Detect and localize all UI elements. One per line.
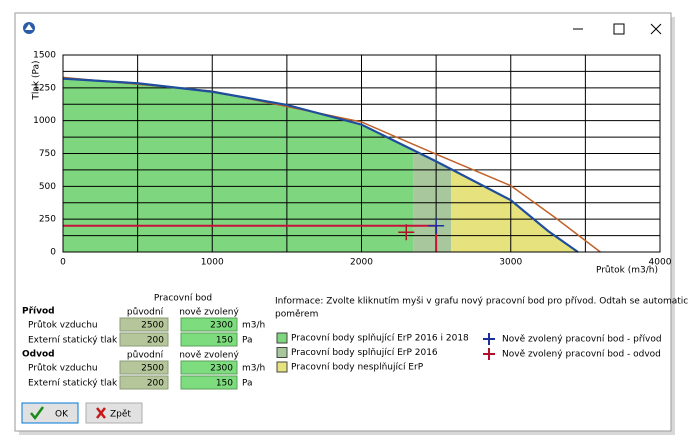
field-label: Průtok vzduchu [28, 363, 98, 374]
column-header: nově zvolený [179, 308, 239, 318]
unit-label: Pa [242, 336, 253, 346]
original-field [119, 332, 169, 347]
unit-label: m3/h [242, 321, 265, 331]
curve [62, 77, 579, 253]
new-value-field[interactable] [180, 360, 238, 375]
unit-label: Pa [242, 379, 253, 389]
x-tick-label: 0 [60, 258, 66, 268]
original-value: 2500 [141, 321, 164, 331]
original-field [119, 317, 169, 332]
legend-label: Pracovní body splňující ErP 2016 [291, 347, 438, 358]
y-axis-label: Tlak (Pa) [32, 60, 42, 100]
ok-icon [30, 406, 45, 421]
x-tick-label: 4000 [649, 258, 672, 268]
y-tick-label: 250 [39, 215, 56, 225]
legend-label: Pracovní body splňující ErP 2016 i 2018 [291, 333, 469, 344]
info-text: Informace: Zvolte kliknutím myši v grafu… [275, 296, 689, 307]
new-value-field[interactable] [180, 317, 238, 332]
x-tick-label: 2000 [350, 258, 373, 268]
ok-button[interactable] [21, 402, 79, 424]
legend-marker [483, 348, 495, 360]
y-tick-label: 1000 [33, 116, 56, 126]
region [451, 169, 578, 252]
new-value: 2300 [210, 321, 233, 331]
exhaust-point-marker [398, 224, 415, 241]
new-value-field[interactable] [180, 332, 238, 347]
new-value: 2300 [210, 364, 233, 374]
original-field [119, 360, 169, 375]
legend-label: Nově zvolený pracovní bod - přívod [502, 335, 662, 345]
column-header: původní [127, 350, 164, 361]
new-value: 150 [216, 379, 233, 389]
group-title: Přívod [22, 307, 55, 317]
original-value: 2500 [141, 364, 164, 374]
field-label: Externí statický tlak [28, 379, 118, 389]
supply-point-marker [428, 217, 445, 234]
y-tick-label: 750 [39, 149, 56, 159]
y-tick-label: 0 [50, 248, 56, 258]
y-tick-label: 500 [39, 182, 56, 192]
maximize-button[interactable] [613, 23, 625, 35]
column-header: původní [127, 307, 164, 318]
region [63, 78, 414, 252]
plot-frame [62, 54, 661, 253]
field-label: Externí statický tlak [28, 336, 118, 346]
x-tick-label: 3000 [499, 258, 522, 268]
back-icon [96, 407, 106, 419]
group-title: Odvod [22, 350, 55, 360]
y-tick-label: 1500 [33, 51, 56, 61]
x-axis-label: Průtok (m3/h) [596, 265, 658, 276]
legend-label: Nově zvolený pracovní bod - odvod [502, 350, 661, 360]
app-icon-glyph [25, 24, 33, 30]
info-text: poměrem [275, 310, 318, 320]
legend-swatch [276, 347, 288, 358]
form-title: Pracovní bod [154, 294, 212, 304]
ok-label: OK [55, 410, 69, 420]
legend-swatch [276, 361, 288, 373]
plot [62, 54, 661, 253]
legend-marker [483, 333, 495, 345]
original-field [119, 375, 169, 390]
close-button[interactable] [650, 23, 662, 35]
back-button[interactable] [85, 402, 143, 424]
column-header: nově zvolený [179, 351, 239, 361]
unit-label: m3/h [242, 364, 265, 374]
back-label: Zpět [110, 410, 131, 420]
original-value: 200 [147, 379, 164, 389]
legend-swatch [276, 332, 288, 344]
y-tick-label: 1250 [33, 83, 56, 93]
field-label: Průtok vzduchu [28, 320, 98, 331]
original-value: 200 [147, 336, 164, 346]
x-tick-label: 1000 [201, 258, 224, 268]
legend-label: Pracovní body nesplňující ErP [291, 362, 424, 373]
new-value-field[interactable] [180, 375, 238, 390]
new-value: 150 [216, 336, 233, 346]
